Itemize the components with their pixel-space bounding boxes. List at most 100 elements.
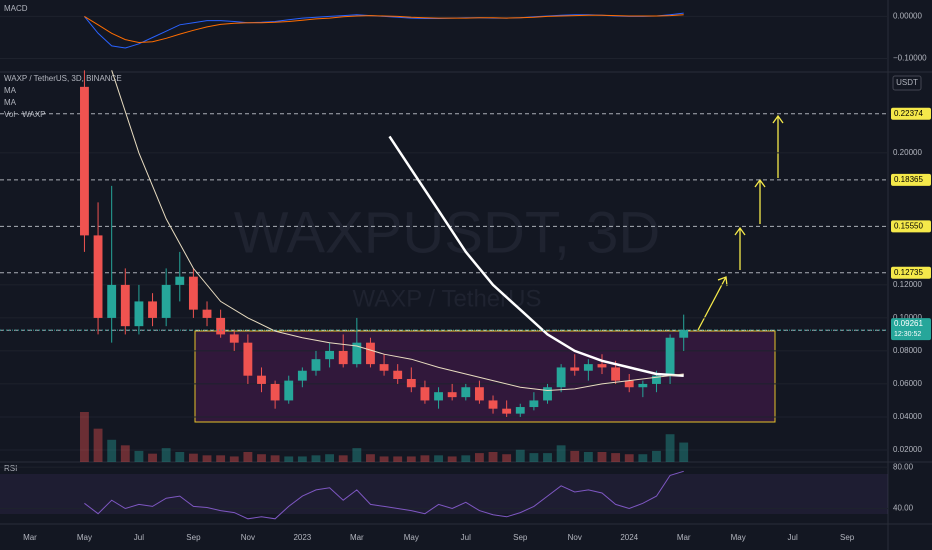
candle-body [297,370,307,381]
range-box [194,330,776,423]
candle-body [611,367,621,381]
candle-body [202,309,212,318]
volume-bar [461,455,471,462]
candle-body [284,380,294,401]
y-tick-label: 40.00 [893,504,914,513]
candle-body [502,408,512,414]
candle-body [597,364,607,368]
rsi-title: RSI [4,464,17,473]
volume-bar [257,454,266,462]
volume-bar [556,445,566,462]
x-tick-label: Mar [350,533,364,542]
volume-bar [393,456,403,462]
candle-body [243,342,253,376]
candle-body [488,400,498,409]
countdown: 12:30:52 [894,331,921,338]
x-tick-label: Sep [513,533,528,542]
candle-body [474,387,484,401]
volume-bar [120,445,130,462]
candle-body [175,276,185,285]
y-tick-label: 0.02000 [893,445,922,454]
candle-body [257,375,266,384]
y-tick-label: 0.08000 [893,346,922,355]
candle-body [148,301,157,318]
y-tick-label: 0.00000 [893,12,922,21]
rsi-band [0,474,888,514]
candle-body [556,367,566,388]
volume-bar [624,454,634,462]
candle-body [379,364,389,371]
volume-bar [148,453,157,462]
volume-bar [474,453,484,462]
volume-bar [134,450,144,462]
level-label: 0.18365 [894,175,923,184]
y-tick-label: −0.10000 [893,54,927,63]
volume-bar [379,456,389,462]
candle-body [447,392,457,398]
x-tick-label: Nov [568,533,582,542]
candle-body [80,86,89,236]
x-tick-label: Sep [186,533,201,542]
volume-bar [243,452,253,462]
candle-body [393,370,403,379]
line-series [388,135,684,377]
level-tag [891,107,931,120]
macd-title: MACD [4,4,28,13]
y-tick-label: 0.12000 [893,280,922,289]
candle-body [352,342,362,365]
x-tick-label: Jul [788,533,798,542]
y-tick-label: 0.06000 [893,379,922,388]
x-tick-label: May [77,533,92,542]
candle-body [216,317,226,335]
currency[interactable]: USDT [896,78,918,87]
candle-body [543,387,552,401]
y-tick-label: 0.04000 [893,412,922,421]
candle-body [583,364,593,371]
y-tick-label: 0.10000 [893,313,922,322]
candle-body [461,387,471,398]
volume-bar [570,450,580,462]
candle-body [93,235,103,318]
volume-bar [597,452,607,462]
target-arrows [697,114,784,331]
x-tick-label: Mar [677,533,691,542]
volume-bar [297,456,307,462]
volume-bar [93,428,103,462]
candle-body [420,387,430,401]
line-series [84,14,684,44]
candle-body [665,337,675,376]
candle-body [679,330,689,338]
level-label: 0.12735 [894,268,923,277]
candle-body [434,392,443,401]
candle-body [229,334,239,343]
volume-bar [175,452,185,462]
volume-bar [311,455,321,462]
volume-bar [679,442,689,462]
volume-bar [338,455,348,462]
volume-bar [638,454,648,462]
volume-bar [107,439,117,462]
volume-bar [488,452,498,462]
y-tick-label: 0.20000 [893,148,922,157]
legend-ma: MA [4,98,17,107]
candle-body [134,301,144,327]
legend-vol: Vol · WAXP [4,110,46,119]
level-label: 0.15550 [894,221,923,230]
watermark-sub: WAXP / TetherUS [353,285,542,312]
candle-body [338,350,348,365]
x-tick-label: May [731,533,746,542]
volume-bar [502,454,512,462]
currency-box[interactable] [892,75,922,91]
line-series [111,70,684,392]
x-tick-label: 2023 [293,533,311,542]
last-price-label: 0.09261 [894,319,923,328]
x-tick-label: Jul [461,533,471,542]
candle-body [161,284,171,318]
volume-bar [352,448,362,462]
candle-body [652,375,661,384]
volume-bar [188,453,198,462]
candle-body [638,383,648,388]
level-label: 0.22374 [894,109,923,118]
